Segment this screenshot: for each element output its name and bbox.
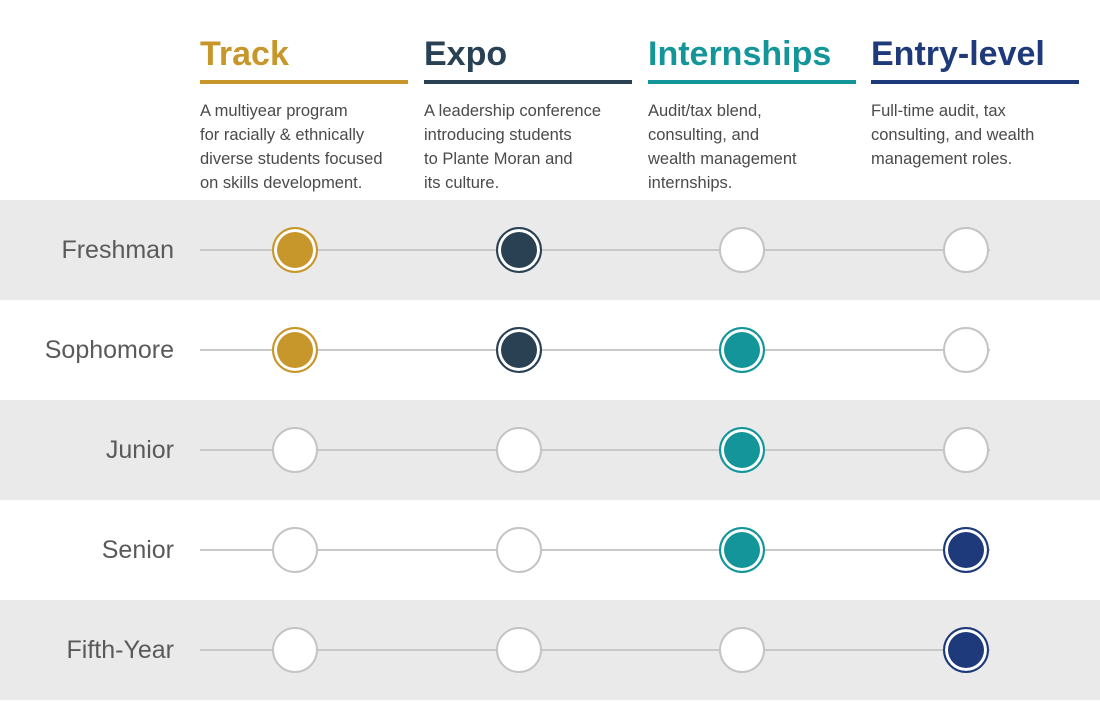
year-label: Senior — [101, 536, 174, 564]
empty-internships-dot — [719, 227, 765, 273]
column-underline — [200, 80, 408, 84]
filled-track-dot — [272, 227, 318, 273]
year-label: Junior — [105, 436, 174, 464]
column-title: Track — [200, 35, 289, 73]
row-connector-line — [200, 549, 990, 551]
year-row-freshman: Freshman — [0, 200, 1100, 300]
column-title: Internships — [648, 35, 832, 73]
filled-entry-level-dot — [943, 627, 989, 673]
column-underline — [648, 80, 856, 84]
empty-expo-dot — [496, 527, 542, 573]
year-label: Sophomore — [44, 336, 174, 364]
column-description: A multiyear program for racially & ethni… — [200, 102, 383, 192]
column-description: Audit/tax blend, consulting, and wealth … — [648, 102, 797, 192]
column-description: A leadership conference introducing stud… — [424, 102, 602, 192]
empty-entry-level-dot — [943, 227, 989, 273]
column-underline — [424, 80, 632, 84]
column-header-internships: Internships Audit/tax blend, consulting, … — [648, 30, 856, 195]
filled-expo-dot — [496, 227, 542, 273]
column-header-expo: Expo A leadership conference introducing … — [424, 30, 632, 195]
row-connector-line — [200, 249, 990, 251]
empty-entry-level-dot — [943, 327, 989, 373]
empty-internships-dot — [719, 627, 765, 673]
filled-track-dot — [272, 327, 318, 373]
column-title: Expo — [424, 35, 508, 73]
row-connector-line — [200, 349, 990, 351]
filled-entry-level-dot — [943, 527, 989, 573]
empty-track-dot — [272, 427, 318, 473]
year-label: Freshman — [61, 236, 174, 264]
empty-expo-dot — [496, 427, 542, 473]
empty-track-dot — [272, 527, 318, 573]
column-header-track: Track A multiyear program for racially & … — [200, 30, 408, 195]
filled-expo-dot — [496, 327, 542, 373]
filled-internships-dot — [719, 527, 765, 573]
empty-entry-level-dot — [943, 427, 989, 473]
empty-track-dot — [272, 627, 318, 673]
empty-expo-dot — [496, 627, 542, 673]
year-label: Fifth-Year — [66, 636, 174, 664]
column-title: Entry-level — [871, 35, 1045, 73]
row-connector-line — [200, 449, 990, 451]
row-connector-line — [200, 649, 990, 651]
year-row-junior: Junior — [0, 400, 1100, 500]
year-row-fifth-year: Fifth-Year — [0, 600, 1100, 700]
column-header-entry-level: Entry-level Full-time audit, tax consulti… — [871, 30, 1079, 171]
year-row-sophomore: Sophomore — [0, 300, 1100, 400]
year-row-senior: Senior — [0, 500, 1100, 600]
column-description: Full-time audit, tax consulting, and wea… — [871, 102, 1035, 168]
column-underline — [871, 80, 1079, 84]
filled-internships-dot — [719, 427, 765, 473]
filled-internships-dot — [719, 327, 765, 373]
